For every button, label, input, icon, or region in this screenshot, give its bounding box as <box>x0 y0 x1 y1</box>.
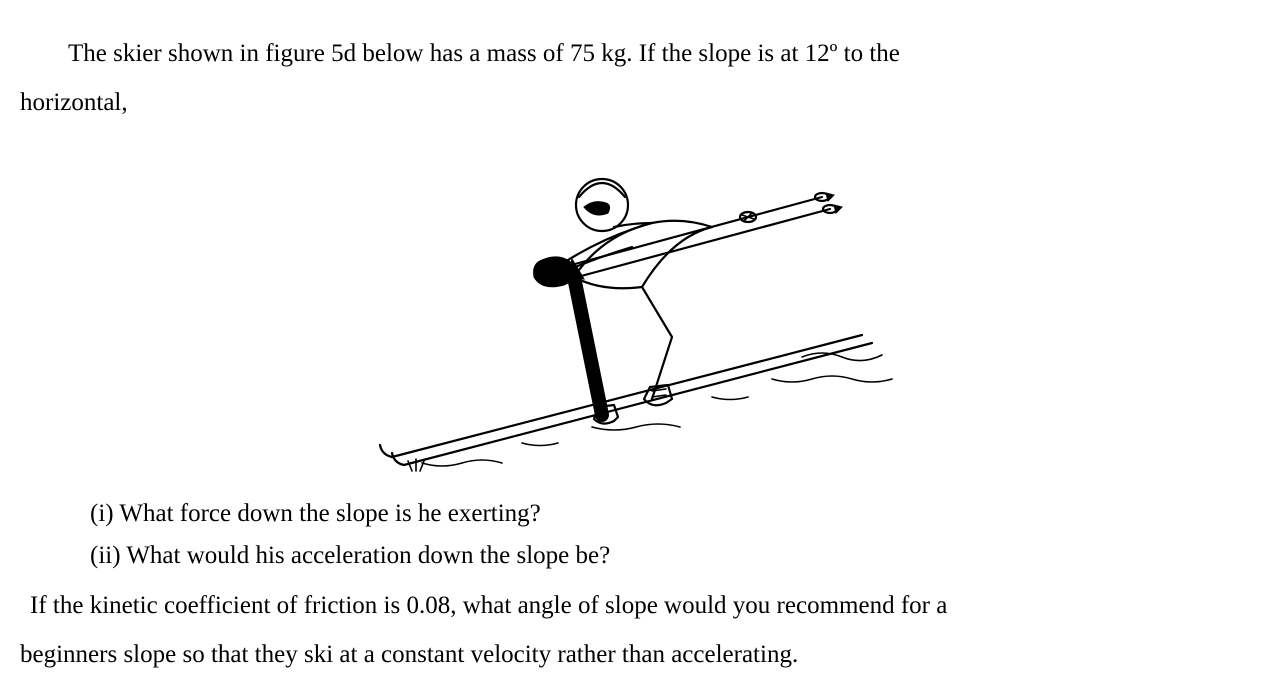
question-i: (i) What force down the slope is he exer… <box>90 493 1244 535</box>
page-root: The skier shown in figure 5d below has a… <box>0 0 1264 680</box>
skier-body <box>534 179 712 424</box>
skier-figure <box>352 127 912 487</box>
followup-line2: beginners slope so that they ski at a co… <box>20 636 1244 674</box>
figure-container <box>20 127 1244 487</box>
intro-paragraph-line2: horizontal, <box>20 84 1244 122</box>
question-list: (i) What force down the slope is he exer… <box>20 493 1244 577</box>
followup-line1: If the kinetic coefficient of friction i… <box>30 587 1244 625</box>
intro-paragraph-line1: The skier shown in figure 5d below has a… <box>20 35 1244 73</box>
question-ii: (ii) What would his acceleration down th… <box>90 535 1244 577</box>
slope-group <box>380 335 892 471</box>
